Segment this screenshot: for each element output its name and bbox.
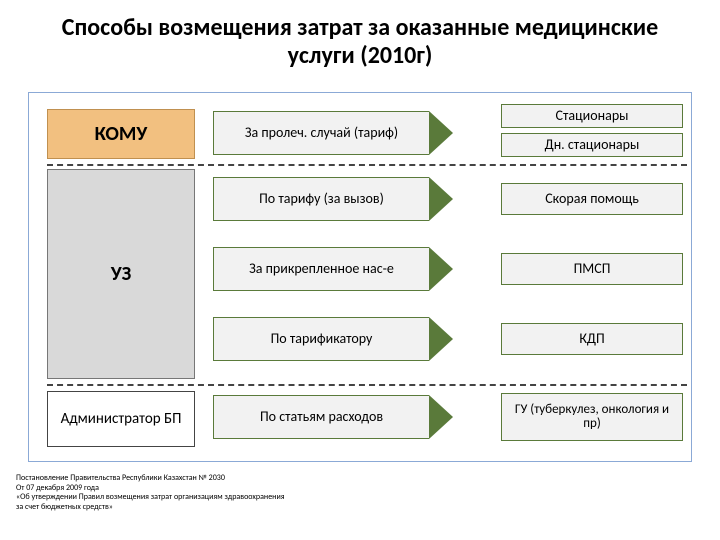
arrow-head-icon — [429, 317, 453, 361]
arrow-label: За пролеч. случай (тариф) — [213, 111, 429, 155]
arrow-head-icon — [429, 177, 453, 221]
arrow-4: По статьям расходов — [213, 395, 453, 439]
arrow-head-icon — [429, 111, 453, 155]
target-box-4: КДП — [501, 323, 683, 355]
arrow-2: За прикрепленное нас-е — [213, 247, 453, 291]
page-title: Способы возмещения затрат за оказанные м… — [0, 0, 720, 75]
target-box-1: Дн. стационары — [501, 133, 683, 157]
arrow-label: По статьям расходов — [213, 395, 429, 439]
arrow-label: За прикрепленное нас-е — [213, 247, 429, 291]
footnote-line: за счет бюджетных средств» — [16, 503, 285, 513]
divider-dash-1 — [47, 164, 687, 166]
box-komu-label: КОМУ — [95, 122, 148, 146]
target-box-2: Скорая помощь — [501, 183, 683, 215]
diagram-frame: КОМУ УЗ Администратор БП За пролеч. случ… — [28, 92, 692, 462]
arrow-3: По тарификатору — [213, 317, 453, 361]
box-uz: УЗ — [47, 169, 195, 379]
target-box-0: Стационары — [501, 104, 683, 128]
divider-dash-2 — [47, 384, 687, 386]
box-uz-label: УЗ — [111, 262, 132, 286]
box-admin-label: Администратор БП — [61, 411, 182, 428]
arrow-1: По тарифу (за вызов) — [213, 177, 453, 221]
arrow-head-icon — [429, 247, 453, 291]
box-admin: Администратор БП — [47, 391, 195, 447]
target-box-5: ГУ (туберкулез, онкология и пр) — [501, 393, 683, 441]
arrow-label: По тарифу (за вызов) — [213, 177, 429, 221]
arrow-label: По тарификатору — [213, 317, 429, 361]
box-komu: КОМУ — [47, 109, 195, 159]
target-box-3: ПМСП — [501, 253, 683, 285]
footnote: Постановление Правительства Республики К… — [16, 474, 285, 512]
arrow-0: За пролеч. случай (тариф) — [213, 111, 453, 155]
arrow-head-icon — [429, 395, 453, 439]
